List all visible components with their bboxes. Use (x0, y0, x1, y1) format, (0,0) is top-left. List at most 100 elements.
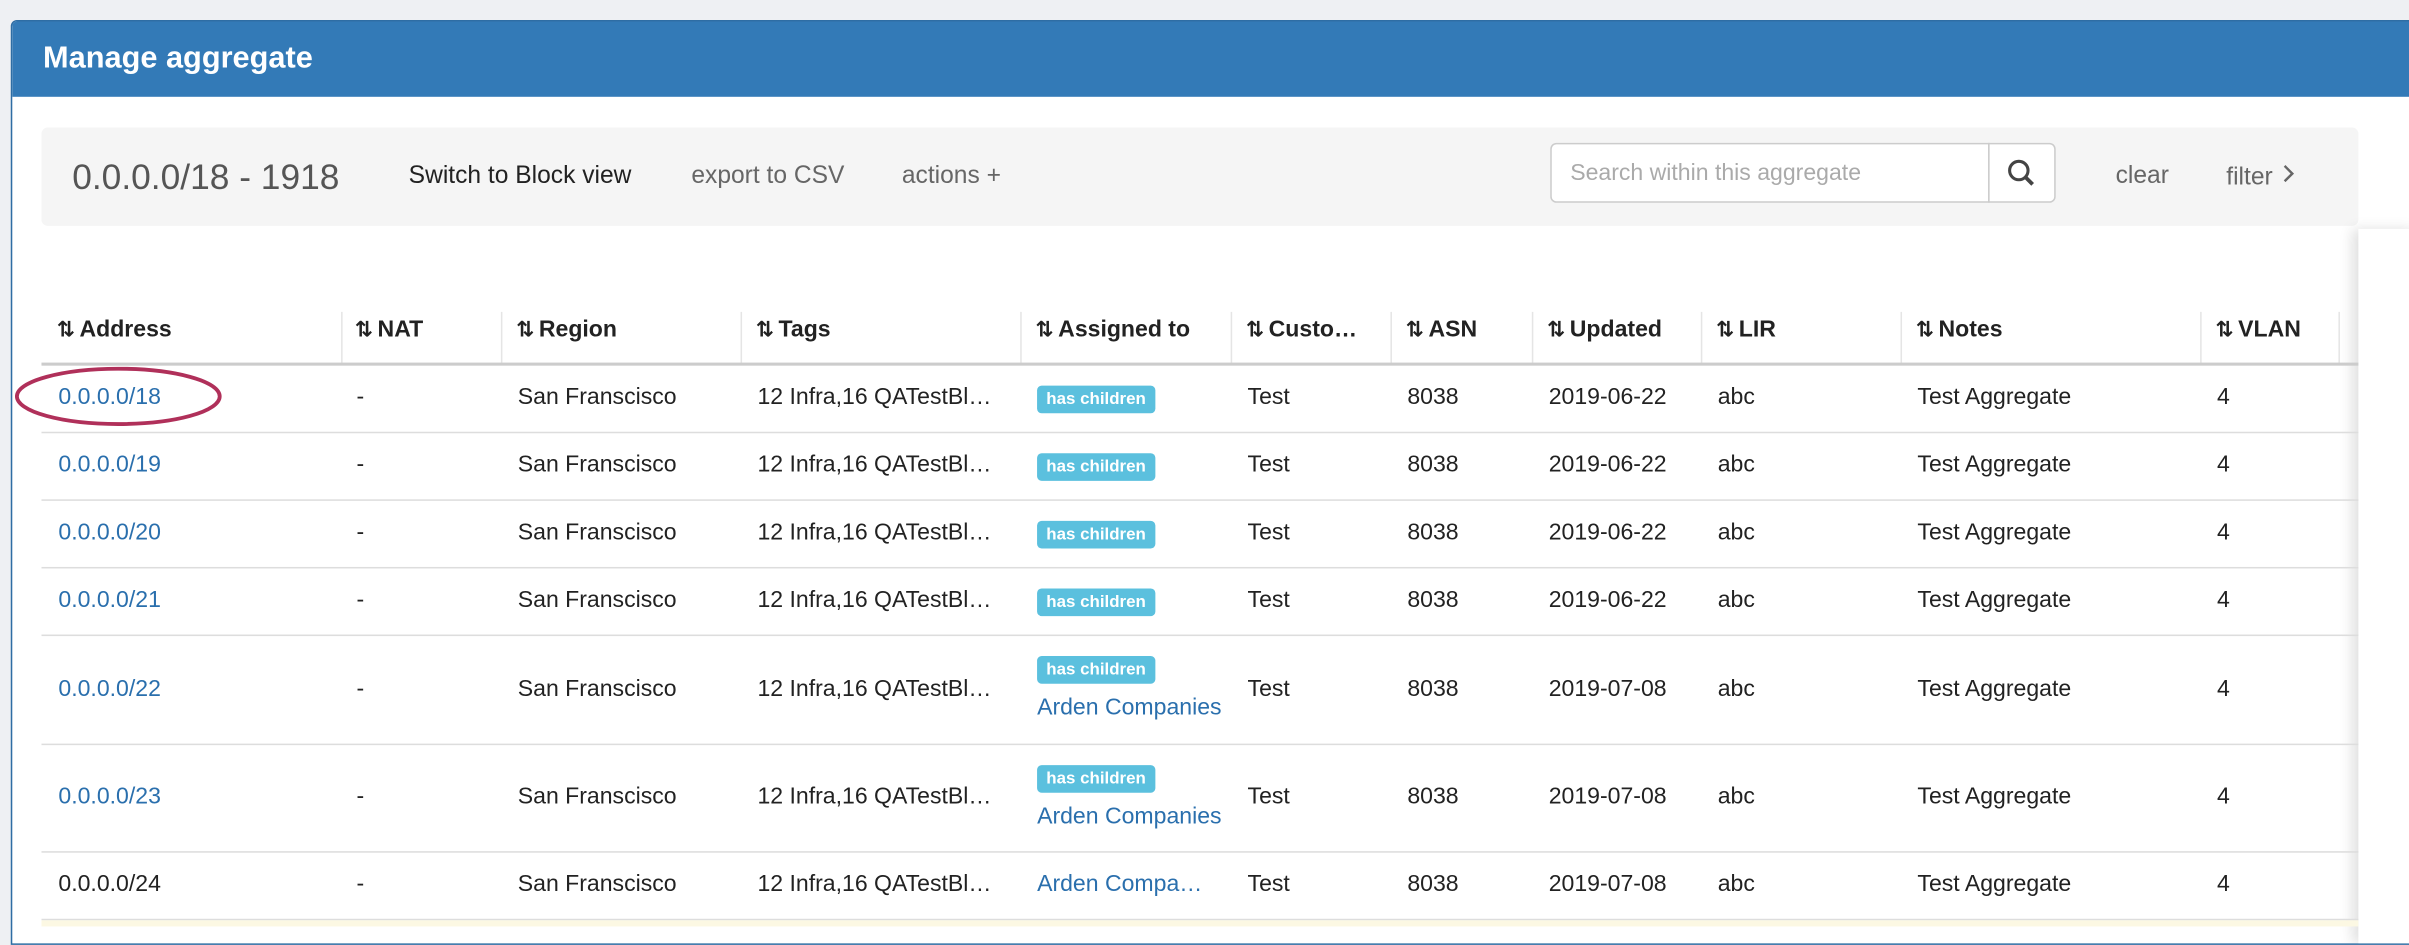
address-cell[interactable]: 0.0.0.0/21 (58, 586, 161, 614)
customer-cell: Test (1247, 586, 1290, 614)
customer-cell: Test (1247, 675, 1290, 702)
updated-cell: 2019-06-22 (1548, 451, 1667, 478)
column-header[interactable]: ⇅ Tags (756, 316, 831, 342)
highlight-oval (14, 366, 222, 426)
sort-icon[interactable]: ⇅ (1405, 316, 1424, 342)
column-divider (1230, 311, 1233, 365)
nat-cell: - (356, 586, 365, 614)
asn-cell: 8038 (1407, 519, 1459, 546)
tags-cell: 12 Infra,16 QATestBl… (757, 586, 992, 614)
export-link[interactable]: export to CSV (691, 162, 845, 189)
search-input[interactable]: Search within this aggregate (1550, 142, 1990, 203)
column-header[interactable]: ⇅ LIR (1716, 316, 1776, 342)
status-badge: has children (1037, 588, 1156, 617)
toolbar: 0.0.0.0/18 - 1918 Switch to Block view e… (41, 127, 2359, 226)
customer-cell: Test (1247, 384, 1290, 411)
column-divider (2200, 311, 2202, 365)
column-divider (1020, 311, 1022, 365)
header-text: VLAN (2238, 316, 2301, 343)
address-cell[interactable]: 0.0.0.0/19 (58, 451, 161, 478)
column-header[interactable]: ⇅ NAT (355, 316, 423, 342)
sort-icon[interactable]: ⇅ (56, 316, 75, 342)
header-text: ASN (1428, 316, 1478, 343)
column-header[interactable]: ⇅ Address (57, 316, 172, 342)
actions-link[interactable]: actions + (901, 162, 1001, 189)
search-icon (2008, 159, 2035, 186)
region-cell: San Franscisco (517, 675, 677, 702)
column-header[interactable]: ⇅ ASN (1406, 316, 1477, 342)
updated-cell: 2019-07-08 (1548, 871, 1667, 898)
filter-link[interactable]: filter (2226, 163, 2295, 192)
sort-icon[interactable]: ⇅ (516, 316, 535, 342)
notes-cell: Test Aggregate (1917, 675, 2072, 702)
column-header[interactable]: ⇅ Assigned to (1036, 316, 1191, 342)
address-cell[interactable]: 0.0.0.0/20 (58, 519, 161, 546)
column-divider (500, 311, 503, 365)
chevron (2283, 165, 2294, 183)
sort-icon[interactable]: ⇅ (1915, 316, 1934, 342)
assigned-link[interactable]: Arden Companies (1037, 694, 1222, 721)
header-text: Custo… (1268, 316, 1358, 343)
sort-icon[interactable]: ⇅ (1547, 316, 1566, 342)
row-border (41, 851, 2359, 853)
region-cell: San Franscisco (517, 451, 677, 478)
customer-cell: Test (1247, 871, 1290, 898)
column-header[interactable]: ⇅ Notes (1916, 316, 2003, 342)
vlan-cell: 4 (2217, 783, 2230, 810)
header-text: LIR (1738, 316, 1776, 343)
clear-link[interactable]: clear (2115, 162, 2169, 189)
tags-cell: 12 Infra,16 QATestBl… (757, 384, 992, 411)
column-header[interactable]: ⇅ VLAN (2215, 316, 2300, 342)
search-placeholder: Search within this aggregate (1570, 159, 1862, 186)
updated-cell: 2019-06-22 (1548, 384, 1667, 411)
column-header[interactable]: ⇅ Region (516, 316, 617, 342)
region-cell: San Franscisco (517, 384, 677, 411)
row-border (41, 918, 2359, 921)
column-header[interactable]: ⇅ Custo… (1246, 316, 1357, 342)
status-badge: has children (1037, 520, 1156, 549)
updated-cell: 2019-06-22 (1548, 586, 1667, 614)
lir-cell: abc (1717, 871, 1755, 898)
column-divider (740, 311, 743, 365)
region-cell: San Franscisco (517, 871, 677, 898)
asn-cell: 8038 (1407, 384, 1459, 411)
address-cell[interactable]: 0.0.0.0/23 (58, 783, 161, 810)
lir-cell: abc (1717, 586, 1755, 614)
notes-cell: Test Aggregate (1917, 451, 2072, 478)
search-button[interactable] (1988, 142, 2056, 203)
status-badge: has children (1037, 656, 1156, 684)
sort-icon[interactable]: ⇅ (755, 316, 774, 342)
sort-icon[interactable]: ⇅ (1716, 316, 1735, 342)
vlan-cell: 4 (2217, 519, 2230, 546)
nat-cell: - (356, 783, 365, 810)
assigned-link[interactable]: Arden Companies (1037, 803, 1222, 830)
lir-cell: abc (1717, 675, 1755, 702)
column-divider (1531, 311, 1534, 365)
tags-cell: 12 Infra,16 QATestBl… (757, 451, 992, 478)
customer-cell: Test (1247, 451, 1290, 478)
assigned-link[interactable]: Arden Compa… (1037, 871, 1203, 898)
column-header[interactable]: ⇅ Updated (1547, 316, 1662, 342)
sort-icon[interactable]: ⇅ (1246, 316, 1265, 342)
customer-cell: Test (1247, 783, 1290, 810)
notes-cell: Test Aggregate (1917, 783, 2072, 810)
sort-icon[interactable]: ⇅ (354, 316, 373, 342)
header-text: Region (538, 316, 617, 343)
tags-cell: 12 Infra,16 QATestBl… (757, 519, 992, 546)
column-divider (1900, 311, 1903, 365)
header-text: Notes (1938, 316, 2003, 343)
asn-cell: 8038 (1407, 871, 1459, 898)
sort-icon[interactable]: ⇅ (2215, 316, 2234, 342)
column-divider (1700, 311, 1703, 365)
vlan-cell: 4 (2217, 586, 2230, 614)
address-cell[interactable]: 0.0.0.0/18 (58, 384, 161, 411)
block-view-link[interactable]: Switch to Block view (408, 162, 632, 189)
tags-cell: 12 Infra,16 QATestBl… (757, 783, 992, 810)
vlan-cell: 4 (2217, 451, 2230, 478)
sort-icon[interactable]: ⇅ (1035, 316, 1054, 342)
next-row (41, 920, 2359, 927)
address-cell[interactable]: 0.0.0.0/22 (58, 675, 161, 702)
header-text: Updated (1569, 316, 1662, 343)
header-text: Tags (778, 316, 831, 343)
